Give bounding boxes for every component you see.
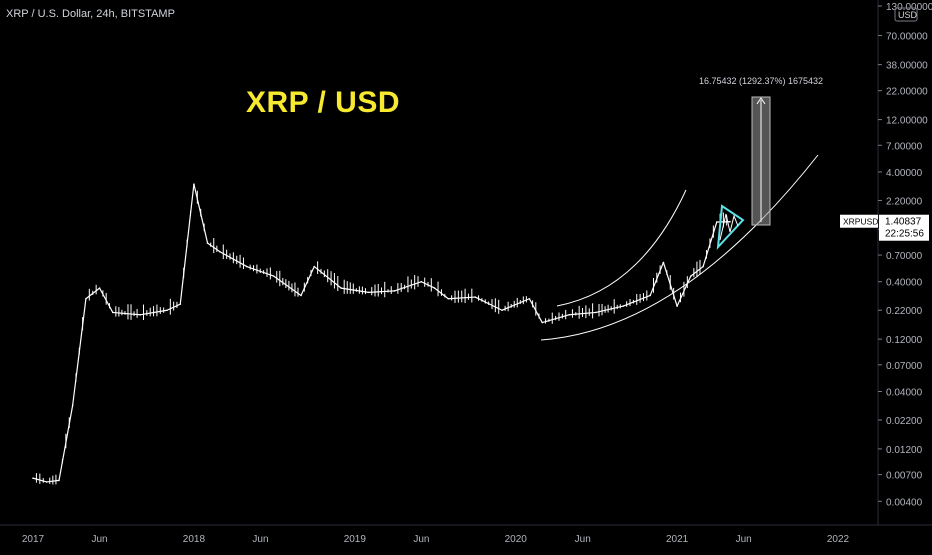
- price-tick-label: 0.22000: [886, 306, 923, 317]
- price-tick-label: 0.07000: [886, 361, 923, 372]
- price-tick-label: 0.12000: [886, 335, 923, 346]
- price-tick-label: 2.20000: [886, 196, 923, 207]
- time-tick-label: 2017: [22, 534, 45, 545]
- price-tick-label: 22.00000: [886, 87, 928, 98]
- price-tick-label: 0.01200: [886, 445, 923, 456]
- price-tick-label: 0.40000: [886, 278, 923, 289]
- resistance-arc: [557, 190, 686, 306]
- time-tick-label: 2020: [505, 534, 528, 545]
- price-line-segment: [274, 276, 301, 295]
- time-tick-label: Jun: [413, 534, 429, 545]
- price-tick-label: 0.00400: [886, 497, 923, 508]
- time-tick-label: 2022: [827, 534, 850, 545]
- price-line-segment: [341, 288, 368, 292]
- time-tick-label: 2019: [344, 534, 367, 545]
- price-tag-value: 1.40837: [885, 217, 922, 228]
- time-tick-label: Jun: [736, 534, 752, 545]
- symbol-tag-label: XRPUSD: [843, 217, 878, 227]
- price-tick-label: 4.00000: [886, 168, 923, 179]
- price-tick-label: 0.02200: [886, 416, 923, 427]
- price-point: [729, 221, 731, 223]
- chart-title: XRP / USD: [246, 86, 400, 120]
- time-tick-label: 2021: [666, 534, 689, 545]
- price-tick-label: 0.70000: [886, 251, 923, 262]
- price-tag-countdown: 22:25:56: [885, 229, 924, 240]
- price-tick-label: 0.00700: [886, 471, 923, 482]
- price-tick-label: 0.04000: [886, 388, 923, 399]
- price-tick-label: 12.00000: [886, 116, 928, 127]
- time-tick-label: Jun: [92, 534, 108, 545]
- symbol-header: XRP / U.S. Dollar, 24h, BITSTAMP: [6, 8, 175, 20]
- price-tick-label: 70.00000: [886, 32, 928, 43]
- time-tick-label: 2018: [183, 534, 206, 545]
- price-tick-label: 7.00000: [886, 141, 923, 152]
- price-line-segment: [502, 299, 529, 310]
- price-line-segment: [596, 306, 623, 312]
- time-tick-label: Jun: [252, 534, 268, 545]
- price-tick-label: 38.00000: [886, 61, 928, 72]
- currency-badge-label: USD: [898, 10, 918, 20]
- measure-label: 16.75432 (1292.37%) 1675432: [699, 76, 823, 86]
- time-tick-label: Jun: [575, 534, 591, 545]
- price-line-segment: [113, 312, 140, 314]
